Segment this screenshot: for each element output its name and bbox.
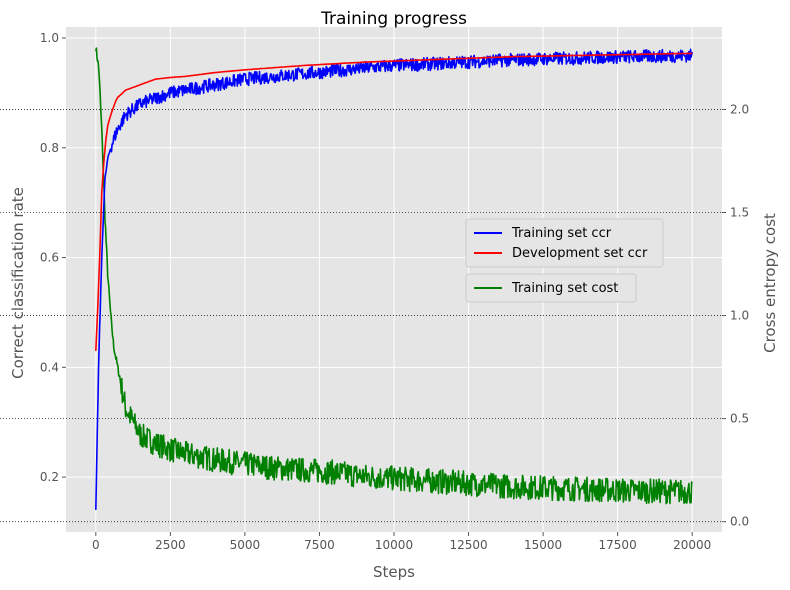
y-right-tick-label: 1.0 [730,309,749,323]
training-cost-line [95,47,693,505]
y-left-tick-label: 0.4 [40,360,59,374]
dev-ccr-line [95,52,693,351]
x-tick-label: 20000 [673,538,711,552]
legend-cost: Training set cost [465,273,637,303]
x-tick-label: 5000 [230,538,261,552]
legend-training-cost-label: Training set cost [511,281,618,296]
legend-dev-ccr-label: Development set ccr [512,246,648,261]
x-axis-ticks: 0 2500 5000 7500 10000 12500 15000 17500 20000 [92,532,711,552]
chart-title: Training progress [320,9,467,29]
y-left-tick-label: 1.0 [40,31,59,45]
y-right-tick-label: 0.5 [730,412,749,426]
x-tick-label: 0 [92,538,100,552]
legend-training-ccr-label: Training set ccr [511,226,612,241]
training-ccr-line [95,48,693,510]
legend-cost-box [465,273,637,303]
legend-ccr-box [465,218,664,268]
y-left-tick-label: 0.6 [40,251,59,265]
x-tick-label: 2500 [155,538,186,552]
y-right-tick-label: 2.0 [730,102,749,116]
series-layer [95,47,693,510]
y-left-axis-ticks: 0.2 0.4 0.6 0.8 1.0 [40,31,66,484]
y-left-axis-label: Correct classification rate [9,187,27,379]
x-tick-label: 10000 [375,538,413,552]
y-right-axis-ticks: 0.0 0.5 1.0 1.5 2.0 [722,102,749,529]
x-axis-label: Steps [373,563,415,581]
y-right-tick-label: 1.5 [730,206,749,220]
y-left-tick-label: 0.2 [40,470,59,484]
y-left-tick-label: 0.8 [40,141,59,155]
legend-ccr: Training set ccr Development set ccr [465,218,664,268]
x-tick-label: 12500 [449,538,487,552]
y-right-axis-label: Cross entropy cost [761,213,779,353]
x-tick-label: 17500 [599,538,637,552]
right-axis-gridlines [0,109,722,523]
y-right-tick-label: 0.0 [730,515,749,529]
x-tick-label: 7500 [304,538,335,552]
x-tick-label: 15000 [524,538,562,552]
